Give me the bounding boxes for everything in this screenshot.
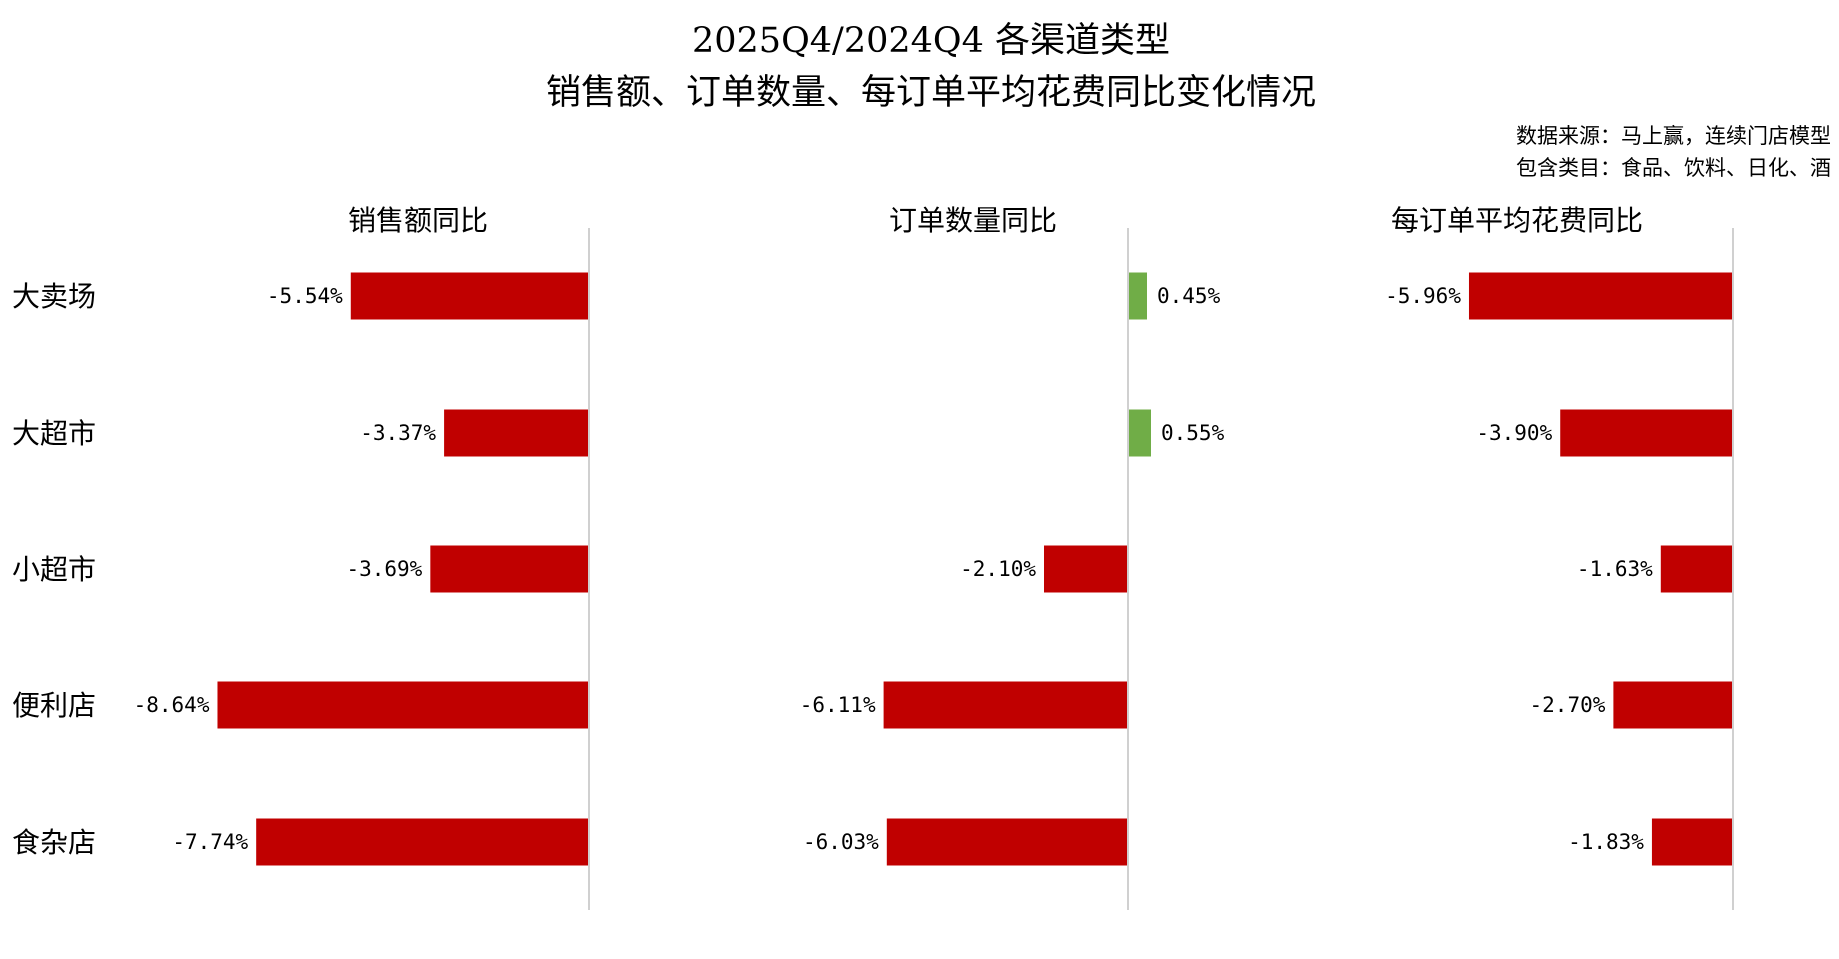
bar — [1613, 681, 1733, 729]
data-label: -5.54% — [267, 284, 343, 308]
category-label: 大超市 — [12, 417, 96, 450]
data-label: -3.90% — [1476, 421, 1552, 445]
data-label: -3.69% — [346, 557, 422, 581]
bar — [1468, 272, 1733, 320]
source-note: 数据来源：马上赢，连续门店模型 — [1516, 124, 1831, 148]
data-label: -2.70% — [1530, 693, 1606, 717]
bar — [1651, 818, 1733, 866]
bar — [444, 409, 589, 457]
data-label: -6.11% — [800, 693, 876, 717]
bar — [1560, 409, 1733, 457]
category-label: 食杂店 — [12, 826, 96, 859]
data-label: -1.83% — [1568, 830, 1644, 854]
data-label: -8.64% — [134, 693, 210, 717]
data-label: -3.37% — [360, 421, 436, 445]
category-label: 便利店 — [12, 689, 96, 722]
panel-title: 订单数量同比 — [889, 204, 1057, 237]
bar — [217, 681, 590, 729]
data-label: -2.10% — [960, 557, 1036, 581]
bar — [1044, 545, 1128, 593]
panel-title: 每订单平均花费同比 — [1391, 204, 1643, 237]
chart-title-line2: 销售额、订单数量、每订单平均花费同比变化情况 — [545, 73, 1316, 113]
chart-title-line1: 2025Q4/2024Q4 各渠道类型 — [692, 21, 1170, 61]
data-label: 0.55% — [1161, 421, 1225, 445]
bar — [256, 818, 589, 866]
bar — [886, 818, 1128, 866]
bar — [1660, 545, 1733, 593]
category-label: 小超市 — [12, 553, 96, 586]
data-label: -5.96% — [1385, 284, 1461, 308]
data-label: 0.45% — [1157, 284, 1221, 308]
category-label: 大卖场 — [12, 280, 96, 313]
bar — [883, 681, 1128, 729]
bar — [1129, 409, 1151, 457]
data-label: -1.63% — [1577, 557, 1653, 581]
panel-title: 销售额同比 — [348, 204, 488, 237]
bar — [350, 272, 589, 320]
category-note: 包含类目：食品、饮料、日化、酒 — [1516, 156, 1831, 180]
bar — [1129, 272, 1147, 320]
data-label: -7.74% — [172, 830, 248, 854]
bar — [430, 545, 589, 593]
data-label: -6.03% — [803, 830, 879, 854]
